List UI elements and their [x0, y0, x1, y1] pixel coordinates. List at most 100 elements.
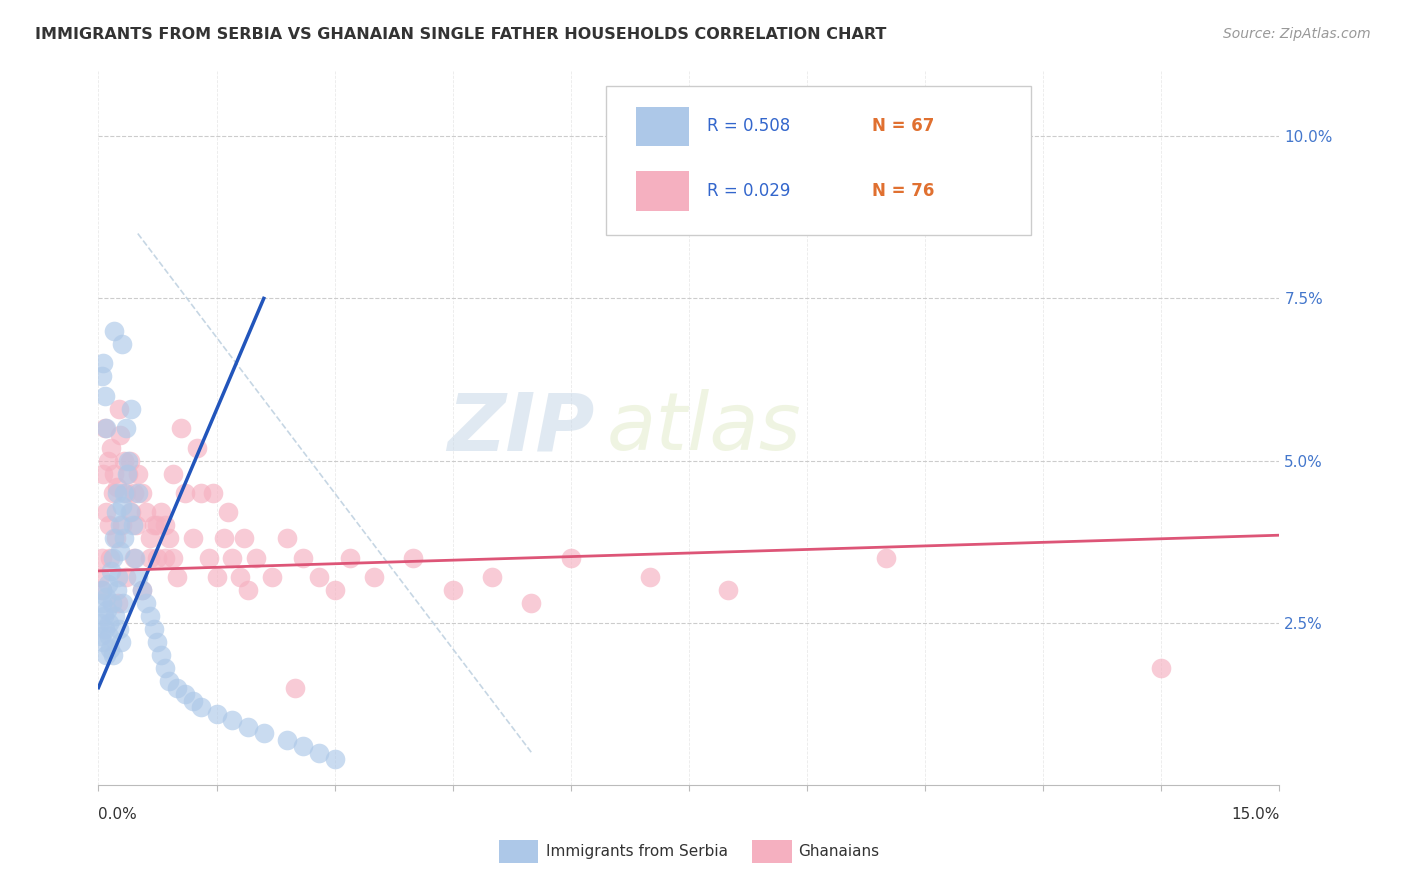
Point: [166, 681, 188, 695]
Point: [112, 532, 135, 546]
Point: [118, 506, 141, 520]
Point: [100, 564, 122, 578]
Point: [93, 622, 115, 636]
Point: [93, 609, 115, 624]
Point: [339, 550, 361, 565]
Point: [155, 661, 177, 675]
Point: [284, 681, 307, 695]
Point: [190, 486, 212, 500]
Point: [111, 596, 134, 610]
Point: [162, 550, 184, 565]
Point: [100, 441, 122, 455]
Point: [201, 486, 224, 500]
Point: [276, 532, 298, 546]
Point: [122, 550, 145, 565]
Point: [101, 596, 124, 610]
Point: [121, 506, 143, 520]
Point: [190, 700, 212, 714]
Point: [105, 479, 128, 493]
Bar: [636, 107, 689, 146]
Point: [520, 596, 543, 610]
Point: [138, 532, 160, 546]
Point: [115, 421, 138, 435]
Point: [363, 570, 385, 584]
Point: [98, 518, 121, 533]
Point: [110, 518, 132, 533]
Point: [115, 570, 138, 584]
Point: [90, 550, 112, 565]
Point: [236, 720, 259, 734]
Text: Source: ZipAtlas.com: Source: ZipAtlas.com: [1223, 27, 1371, 41]
Text: IMMIGRANTS FROM SERBIA VS GHANAIAN SINGLE FATHER HOUSEHOLDS CORRELATION CHART: IMMIGRANTS FROM SERBIA VS GHANAIAN SINGL…: [35, 27, 887, 42]
Point: [157, 674, 180, 689]
Point: [308, 570, 330, 584]
Point: [197, 550, 219, 565]
Point: [107, 570, 129, 584]
Point: [217, 506, 239, 520]
Point: [638, 570, 661, 584]
Point: [221, 713, 243, 727]
Text: N = 76: N = 76: [872, 182, 935, 200]
Point: [186, 441, 208, 455]
Point: [138, 550, 160, 565]
Text: R = 0.508: R = 0.508: [707, 118, 790, 136]
Point: [131, 583, 153, 598]
Point: [91, 583, 114, 598]
Point: [108, 401, 131, 416]
Point: [121, 401, 143, 416]
Point: [146, 635, 169, 649]
Point: [127, 570, 149, 584]
Point: [115, 467, 138, 481]
Point: [117, 467, 139, 481]
Point: [162, 467, 184, 481]
Point: [146, 550, 169, 565]
Point: [122, 518, 145, 533]
Point: [97, 453, 120, 467]
Point: [1150, 661, 1173, 675]
Point: [89, 570, 111, 584]
Point: [481, 570, 503, 584]
Point: [245, 550, 267, 565]
Point: [111, 336, 134, 351]
Point: [221, 550, 243, 565]
Point: [118, 453, 141, 467]
Point: [131, 486, 153, 500]
Point: [89, 615, 111, 630]
Text: Immigrants from Serbia: Immigrants from Serbia: [546, 845, 727, 859]
Point: [131, 583, 153, 598]
Point: [105, 486, 128, 500]
Point: [111, 499, 134, 513]
Point: [91, 356, 114, 370]
Point: [155, 550, 177, 565]
Point: [124, 550, 146, 565]
Point: [236, 583, 259, 598]
Point: [111, 518, 134, 533]
Point: [103, 648, 125, 663]
Point: [98, 641, 121, 656]
Point: [125, 518, 148, 533]
Point: [146, 518, 169, 533]
Point: [108, 622, 131, 636]
Point: [292, 739, 315, 753]
Point: [150, 648, 173, 663]
Point: [112, 486, 135, 500]
Point: [90, 596, 112, 610]
Point: [205, 570, 228, 584]
Point: [96, 590, 118, 604]
Text: N = 67: N = 67: [872, 118, 935, 136]
Point: [103, 467, 125, 481]
Point: [135, 506, 157, 520]
Point: [103, 324, 125, 338]
Point: [93, 421, 115, 435]
Text: ZIP: ZIP: [447, 389, 595, 467]
Point: [205, 706, 228, 721]
Point: [181, 693, 204, 707]
Bar: [636, 171, 689, 211]
Point: [138, 609, 160, 624]
Point: [181, 532, 204, 546]
Point: [104, 609, 127, 624]
Point: [142, 622, 165, 636]
Point: [91, 583, 114, 598]
Point: [90, 629, 112, 643]
Point: [96, 603, 118, 617]
